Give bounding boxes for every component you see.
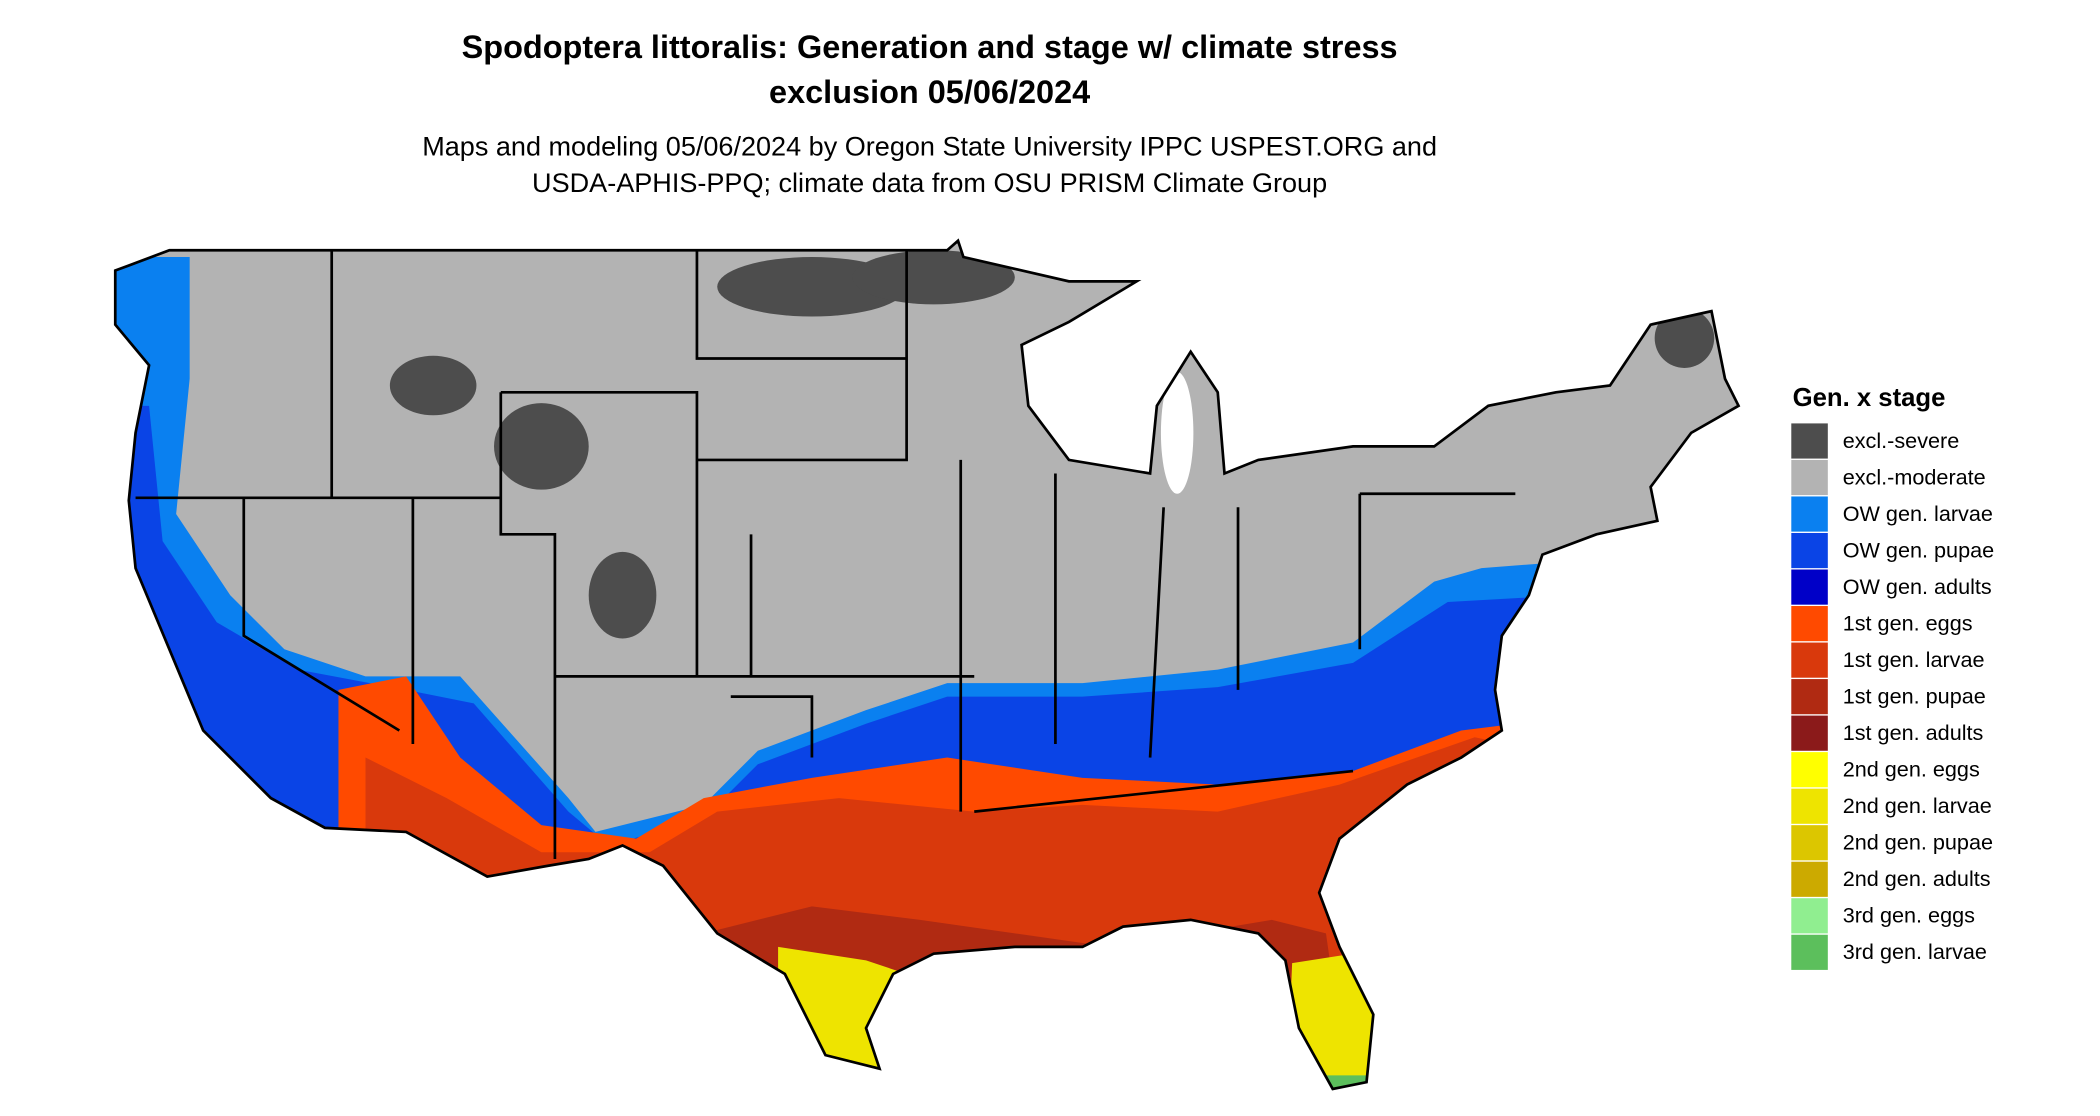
legend-swatch [1791,532,1828,569]
legend-label: OW gen. pupae [1843,537,1994,562]
region [703,906,1354,1089]
legend-label: OW gen. adults [1843,574,1992,599]
map-regions [115,240,1739,1089]
legend-swatch [1791,861,1828,897]
region [389,250,1715,639]
legend-swatch [1791,679,1828,715]
legend-swatch [1791,423,1828,459]
legend-swatch [1791,715,1828,751]
region [1298,1075,1387,1089]
legend-label: 3rd gen. eggs [1843,903,1975,928]
legend-label: OW gen. larvae [1843,501,1993,526]
legend-label: 3rd gen. larvae [1843,939,1987,964]
legend-swatch [1791,642,1828,678]
legend: excl.-severe excl.-moderate OW gen. larvae… [1791,423,1994,970]
legend-swatch [1791,788,1828,824]
subtitle: Maps and modeling 05/06/2024 by Oregon S… [422,132,1437,162]
legend-swatch [1791,825,1828,861]
title: Spodoptera littoralis: Generation and st… [462,29,1398,65]
legend-label: 1st gen. pupae [1843,683,1986,708]
legend-swatch [1791,934,1828,970]
legend-label: 1st gen. larvae [1843,647,1985,672]
legend-title: Gen. x stage [1793,384,1946,412]
title: exclusion 05/06/2024 [769,74,1090,110]
legend-label: 2nd gen. adults [1843,866,1991,891]
legend-label: 2nd gen. larvae [1843,793,1992,818]
legend-swatch [1791,606,1828,642]
legend-swatch [1791,898,1828,934]
region [778,946,907,1089]
legend-label: 2nd gen. eggs [1843,756,1980,781]
legend-swatch [1791,752,1828,788]
subtitle: USDA-APHIS-PPQ; climate data from OSU PR… [532,168,1327,198]
lakes [1055,286,1194,494]
legend-swatch [1791,459,1828,496]
borders [113,238,1741,1091]
legend-swatch [1791,569,1828,605]
legend-label: excl.-moderate [1843,464,1986,489]
legend-label: 1st gen. adults [1843,720,1984,745]
legend-label: 1st gen. eggs [1843,610,1973,635]
legend-label: excl.-severe [1843,428,1960,453]
legend-label: 2nd gen. pupae [1843,830,1993,855]
legend-swatch [1791,496,1828,532]
